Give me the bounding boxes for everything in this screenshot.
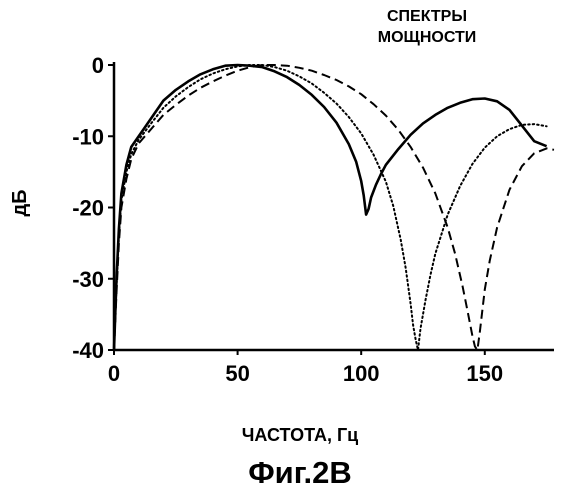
x-tick-label: 0 [108,361,120,386]
x-tick-label: 50 [225,361,249,386]
x-tick-label: 100 [343,361,380,386]
y-tick-label: -40 [72,338,104,363]
y-tick-label: 0 [92,53,104,78]
series-line-solid [114,65,547,350]
y-tick-label: -30 [72,267,104,292]
x-tick-label: 150 [466,361,503,386]
series-line-dotted [114,65,547,350]
y-tick-label: -10 [72,124,104,149]
y-tick-label: -20 [72,196,104,221]
series-line-dashed [114,65,554,350]
figure-caption: Фиг.2В [180,455,420,491]
x-axis-label: ЧАСТОТА, Гц [180,425,420,446]
